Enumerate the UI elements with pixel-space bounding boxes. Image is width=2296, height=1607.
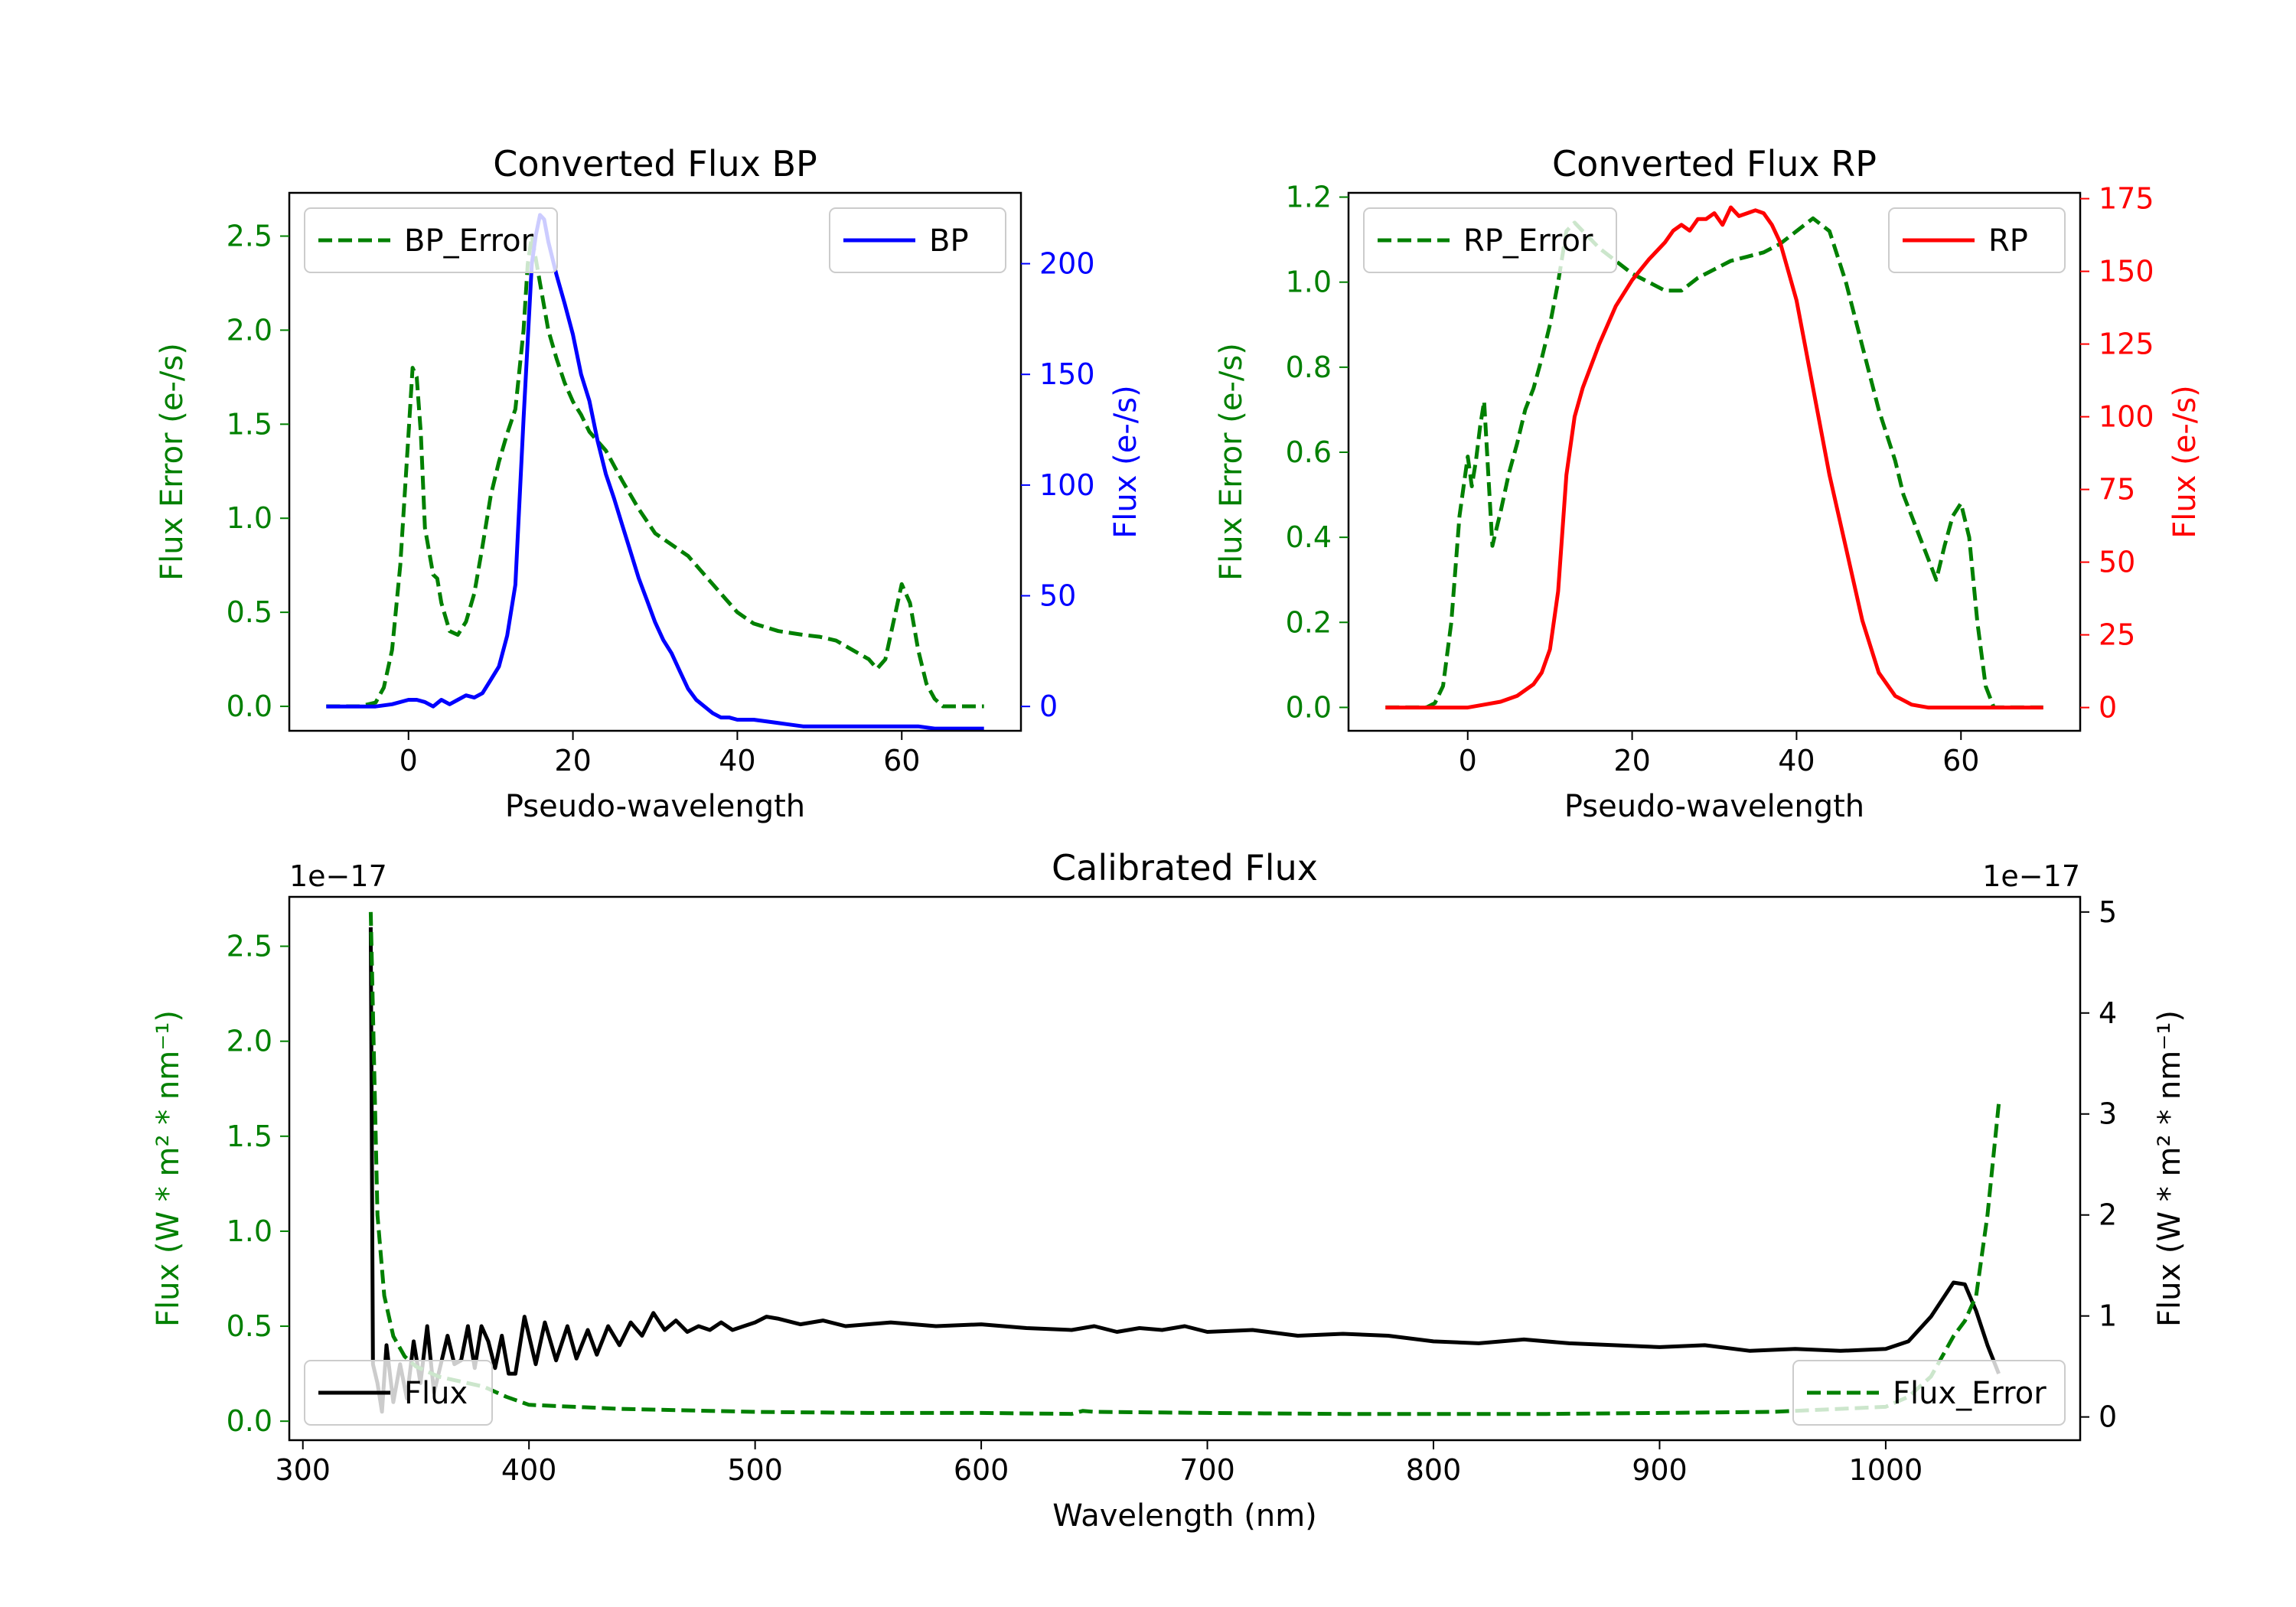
y-right-tick-label: 1 <box>2099 1299 2117 1333</box>
legend-label: Flux_Error <box>1893 1376 2047 1411</box>
y-left-axis-label: Flux Error (e-/s) <box>1214 343 1249 581</box>
legend-left: RP_Error <box>1363 207 1617 273</box>
y-right-axis-label: Flux (e-/s) <box>1108 385 1143 538</box>
x-tick-label: 1000 <box>1849 1453 1923 1487</box>
y-left-tick-label: 0.8 <box>1286 350 1332 384</box>
legend-box <box>304 207 558 273</box>
x-tick-label: 40 <box>1778 744 1815 777</box>
y-right-tick-label: 150 <box>1039 357 1095 391</box>
legend-box <box>1792 1360 2066 1426</box>
legend-box <box>304 1360 493 1426</box>
y-left-tick-label: 1.5 <box>227 1120 272 1153</box>
y-left-axis-label: Flux Error (e-/s) <box>155 343 190 581</box>
y-right-tick-label: 150 <box>2099 255 2154 288</box>
axes-frame <box>1347 191 2082 732</box>
axes-frame <box>288 191 1022 732</box>
y-right-tick-label: 0 <box>1039 689 1058 723</box>
y-right-tick-label: 75 <box>2099 473 2135 507</box>
chart-panel-1: 0 20 40 60 0.0 0.5 1.0 1.5 2.0 2.5 0 50 100 150 200 Con… <box>155 143 1143 824</box>
y-right-tick-label: 0 <box>2099 691 2117 725</box>
legend-label: RP_Error <box>1463 223 1593 259</box>
chart-title: Calibrated Flux <box>1052 847 1318 888</box>
chart-title: Converted Flux RP <box>1552 143 1877 184</box>
y-left-tick-label: 2.0 <box>227 313 272 347</box>
y-right-axis-label: Flux (e-/s) <box>2167 385 2203 538</box>
y-left-tick-label: 0.6 <box>1286 435 1332 469</box>
y-left-tick-label: 0.0 <box>227 1404 272 1438</box>
x-tick-label: 700 <box>1179 1453 1235 1487</box>
y-left-tick-label: 2.0 <box>227 1025 272 1058</box>
y-right-offset-text: 1e−17 <box>1982 859 2080 893</box>
legend-label: BP_Error <box>404 223 534 259</box>
y-left-tick-label: 0.0 <box>1286 690 1332 724</box>
chart-panel-3: 300 400 500 600 700 800 900 1000 0.0 0.5 1.0 1.5 2.0… <box>151 847 2187 1534</box>
y-left-tick-label: 1.0 <box>227 1214 272 1248</box>
series-line-bp <box>326 213 984 731</box>
x-tick-label: 300 <box>275 1453 331 1487</box>
axes-frame <box>288 895 2082 1442</box>
y-left-offset-text: 1e−17 <box>289 859 387 893</box>
legend-left: Flux <box>304 1360 493 1426</box>
y-left-tick-label: 0.2 <box>1286 605 1332 639</box>
y-right-tick-label: 5 <box>2099 895 2117 929</box>
y-left-tick-label: 2.5 <box>227 220 272 253</box>
y-right-tick-label: 2 <box>2099 1198 2117 1232</box>
y-right-tick-label: 50 <box>1039 579 1076 613</box>
y-left-tick-label: 0.5 <box>227 1309 272 1343</box>
y-right-tick-label: 125 <box>2099 328 2154 361</box>
y-left-tick-label: 1.0 <box>227 501 272 535</box>
x-axis-label: Wavelength (nm) <box>1052 1498 1317 1534</box>
legend-right: BP <box>829 207 1006 273</box>
x-tick-label: 0 <box>400 744 418 777</box>
chart-panel-2: 0 20 40 60 0.0 0.2 0.4 0.6 0.8 1.0 1.2 0 25 50 75 100 12… <box>1214 143 2203 824</box>
series-line-bp-error <box>326 234 984 709</box>
series-line-rp-error <box>1385 216 2043 709</box>
legend-label: BP <box>929 223 969 259</box>
legend-left: BP_Error <box>304 207 558 273</box>
x-tick-label: 40 <box>719 744 755 777</box>
x-axis-label: Pseudo-wavelength <box>505 789 805 824</box>
y-right-tick-label: 100 <box>2099 400 2154 434</box>
legend-box <box>829 207 1006 273</box>
x-tick-label: 500 <box>727 1453 783 1487</box>
y-left-axis-label: Flux (W * m² * nm⁻¹) <box>151 1010 186 1327</box>
y-right-tick-label: 3 <box>2099 1097 2117 1131</box>
legend-right: Flux_Error <box>1792 1360 2066 1426</box>
y-left-tick-label: 1.0 <box>1286 266 1332 299</box>
legend-label: Flux <box>404 1376 468 1411</box>
x-tick-label: 60 <box>1942 744 1979 777</box>
x-tick-label: 0 <box>1459 744 1477 777</box>
x-tick-label: 400 <box>501 1453 557 1487</box>
y-right-axis-label: Flux (W * m² * nm⁻¹) <box>2152 1010 2187 1327</box>
y-left-tick-label: 0.0 <box>227 689 272 723</box>
legend-box <box>1888 207 2066 273</box>
x-tick-label: 900 <box>1632 1453 1688 1487</box>
x-tick-label: 20 <box>1613 744 1650 777</box>
y-right-tick-label: 175 <box>2099 182 2154 216</box>
series-line-rp <box>1385 205 2043 710</box>
y-left-tick-label: 0.5 <box>227 595 272 629</box>
y-right-tick-label: 4 <box>2099 996 2117 1030</box>
y-left-tick-label: 1.2 <box>1286 181 1332 214</box>
legend-label: RP <box>1988 223 2028 259</box>
x-tick-label: 600 <box>954 1453 1009 1487</box>
x-tick-label: 60 <box>883 744 920 777</box>
chart-title: Converted Flux BP <box>493 143 817 184</box>
y-right-tick-label: 200 <box>1039 247 1095 281</box>
series-line-flux <box>368 927 2001 1414</box>
y-left-tick-label: 2.5 <box>227 930 272 963</box>
x-tick-label: 800 <box>1406 1453 1462 1487</box>
legend-box <box>1363 207 1617 273</box>
y-left-tick-label: 0.4 <box>1286 520 1332 554</box>
legend-right: RP <box>1888 207 2066 273</box>
x-tick-label: 20 <box>554 744 591 777</box>
y-right-tick-label: 50 <box>2099 546 2135 579</box>
y-right-tick-label: 0 <box>2099 1400 2117 1434</box>
y-right-tick-label: 25 <box>2099 618 2135 652</box>
x-axis-label: Pseudo-wavelength <box>1564 789 1864 824</box>
y-right-tick-label: 100 <box>1039 468 1095 502</box>
y-left-tick-label: 1.5 <box>227 407 272 441</box>
